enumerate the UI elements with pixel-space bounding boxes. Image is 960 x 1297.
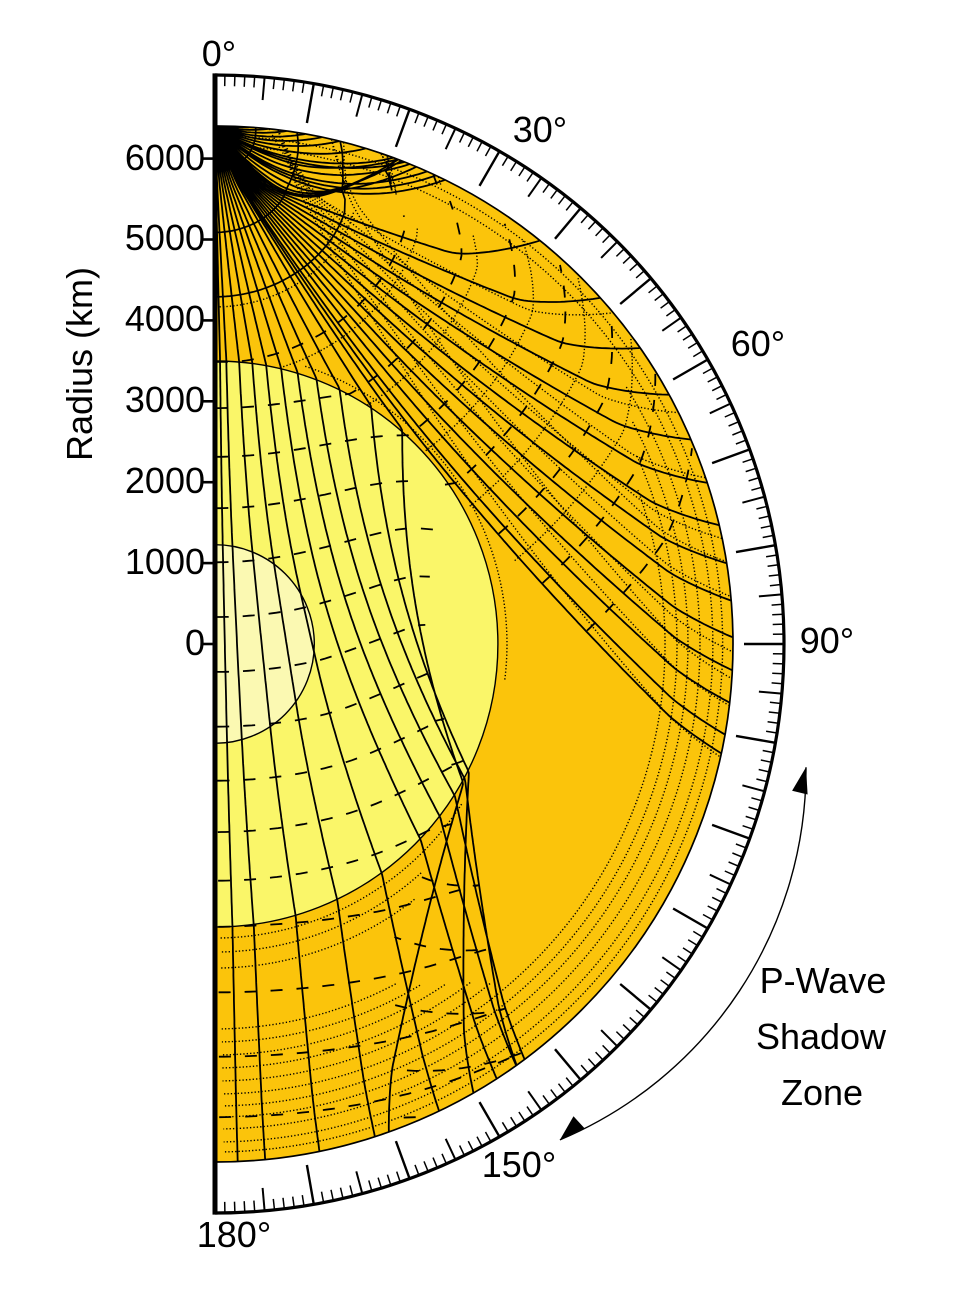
- svg-text:Shadow: Shadow: [756, 1016, 887, 1057]
- svg-text:4000: 4000: [125, 298, 205, 339]
- svg-text:30°: 30°: [513, 109, 567, 150]
- svg-text:60°: 60°: [731, 323, 785, 364]
- svg-text:90°: 90°: [800, 620, 854, 661]
- svg-text:3000: 3000: [125, 379, 205, 420]
- svg-text:0°: 0°: [202, 33, 236, 74]
- svg-text:Zone: Zone: [781, 1072, 863, 1113]
- svg-text:1000: 1000: [125, 541, 205, 582]
- svg-text:6000: 6000: [125, 137, 205, 178]
- svg-text:P-Wave: P-Wave: [760, 960, 887, 1001]
- svg-text:5000: 5000: [125, 217, 205, 258]
- svg-text:0: 0: [185, 622, 205, 663]
- svg-text:Radius (km): Radius (km): [59, 267, 100, 461]
- svg-text:2000: 2000: [125, 460, 205, 501]
- svg-text:180°: 180°: [197, 1214, 271, 1255]
- svg-text:150°: 150°: [482, 1144, 556, 1185]
